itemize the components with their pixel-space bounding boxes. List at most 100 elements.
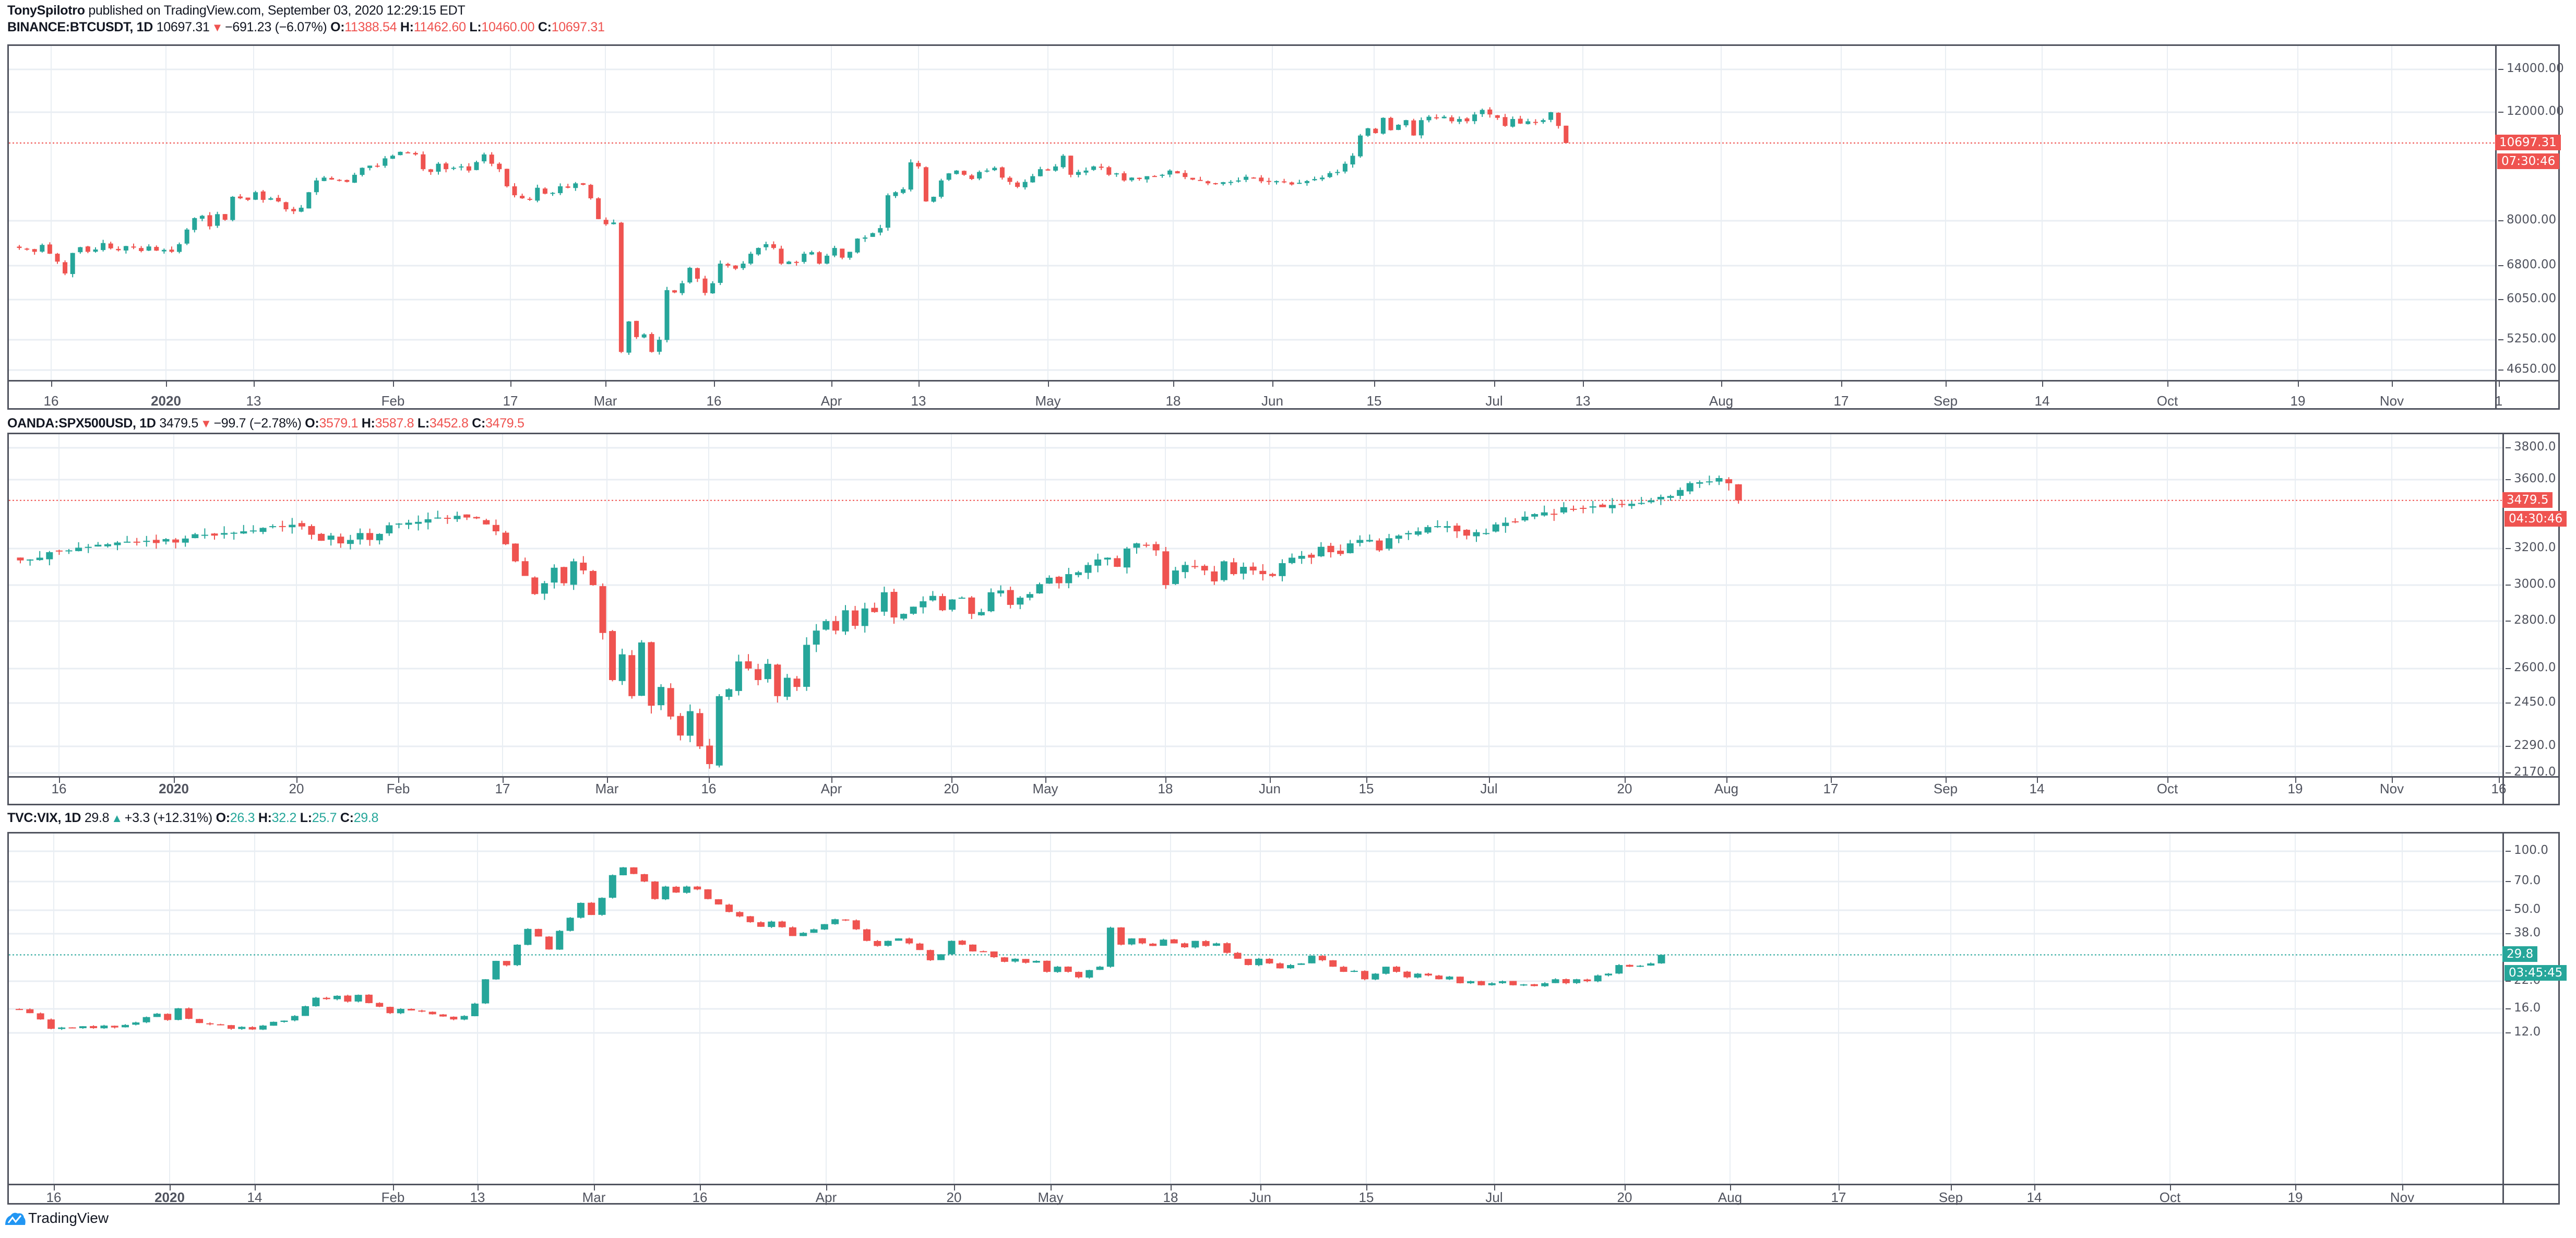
price-axis-label: 12.0 [2505, 1025, 2541, 1039]
time-axis-label: Jul [1485, 1189, 1503, 1205]
time-axis-label: May [1035, 393, 1061, 409]
time-axis-tick [1721, 382, 1722, 387]
time-axis-label: 19 [2287, 781, 2303, 796]
time-axis-label: Sep [1938, 1189, 1963, 1205]
time-axis-label: 15 [1366, 393, 1382, 409]
time-axis-label: 20 [946, 1189, 962, 1205]
low-value: 3452.8 [429, 416, 469, 431]
time-axis-label: 20 [1617, 1189, 1632, 1205]
time-axis-tick [1494, 382, 1495, 387]
price-axis-label: 3200.0 [2505, 541, 2556, 554]
price-axis-label: 6050.00 [2498, 292, 2557, 305]
time-axis-tick [709, 778, 710, 783]
vix-chart-pane[interactable]: 100.070.050.038.022.016.012.016202014Feb… [7, 832, 2567, 1206]
time-axis-tick [1165, 778, 1166, 783]
time-axis-label: 14 [2029, 781, 2045, 796]
time-axis-tick [1730, 1185, 1731, 1191]
time-axis-tick [831, 382, 832, 387]
time-axis-tick [59, 778, 60, 783]
time-axis-label: 18 [1158, 781, 1173, 796]
price-axis-label: 12000.00 [2498, 104, 2564, 118]
time-axis-tick [594, 1185, 595, 1191]
tradingview-logo-text: TradingView [28, 1210, 109, 1226]
open-value: 11388.54 [344, 20, 397, 34]
time-axis-tick [831, 778, 832, 783]
time-axis-tick [1171, 1185, 1172, 1191]
price-axis-label: 16.0 [2505, 1001, 2541, 1015]
last-price: 3479.5 [159, 416, 198, 431]
last-price: 10697.31 [156, 20, 210, 34]
time-axis-label: 17 [495, 781, 510, 796]
time-axis-tick [393, 1185, 394, 1191]
author-name[interactable]: TonySpilotro [7, 3, 85, 18]
price-axis-label: 50.0 [2505, 902, 2541, 916]
last-price-tag: 3479.5 [2502, 492, 2553, 508]
price-axis-label: 2450.0 [2505, 695, 2556, 709]
bar-countdown-tag: 03:45:45 [2505, 965, 2567, 981]
price-change: +3.3 (+12.31%) [124, 811, 212, 825]
symbol-label[interactable]: OANDA:SPX500USD, 1D [7, 416, 156, 431]
low-value: 10460.00 [481, 20, 535, 34]
symbol-label[interactable]: TVC:VIX, 1D [7, 811, 81, 825]
time-axis-tick [1841, 382, 1842, 387]
time-axis-tick [2167, 778, 2168, 783]
price-axis-label: 6800.00 [2498, 258, 2557, 271]
time-axis-label: 16 [46, 1189, 62, 1205]
tradingview-logo[interactable]: TradingView [4, 1210, 109, 1227]
candlestick-plot[interactable] [9, 434, 2561, 807]
time-axis-label: Nov [2379, 393, 2404, 409]
symbol-label[interactable]: BINANCE:BTCUSDT, 1D [7, 20, 153, 34]
candlestick-plot[interactable] [9, 46, 2561, 411]
time-axis-label: Apr [820, 781, 842, 796]
time-axis-tick [1831, 778, 1832, 783]
time-axis-label: 16 [692, 1189, 708, 1205]
price-axis-label: 3600.0 [2505, 472, 2556, 485]
time-axis-label: Apr [820, 393, 842, 409]
time-axis-tick [1051, 1185, 1052, 1191]
time-axis-label: 14 [2026, 1189, 2042, 1205]
price-change: −691.23 (−6.07%) [225, 20, 327, 34]
time-axis-label: Mar [595, 781, 619, 796]
time-axis-label: Feb [386, 781, 410, 796]
price-axis-label: 3000.0 [2505, 577, 2556, 591]
time-axis-label: 19 [2287, 1189, 2303, 1205]
time-axis-label: 15 [1358, 781, 1374, 796]
time-axis-tick [1270, 778, 1271, 783]
published-text: published on TradingView.com, September … [85, 3, 466, 18]
close-value: 10697.31 [551, 20, 605, 34]
candlestick-plot[interactable] [9, 834, 2561, 1206]
time-axis-label: 19 [2290, 393, 2306, 409]
time-axis-tick [2295, 1185, 2296, 1191]
time-axis-label: Jun [1261, 393, 1283, 409]
time-axis-tick [951, 778, 952, 783]
time-axis-label: 14 [247, 1189, 263, 1205]
time-axis-tick [2042, 382, 2043, 387]
time-axis-tick [2499, 382, 2500, 387]
down-arrow-icon: ▼ [200, 417, 212, 430]
time-axis-label: 18 [1163, 1189, 1178, 1205]
time-axis-tick [1583, 382, 1584, 387]
time-axis-label: 16 [43, 393, 59, 409]
price-change: −99.7 (−2.78%) [213, 416, 302, 431]
time-axis-tick [919, 382, 920, 387]
time-axis-label: Nov [2379, 781, 2404, 796]
time-axis-label: Apr [815, 1189, 837, 1205]
btc-chart-pane[interactable]: 14000.00 12000.00 8000.00 6800.00 6050.00 525… [7, 44, 2564, 411]
time-axis-label: Aug [1718, 1189, 1743, 1205]
time-axis-label: 16 [51, 781, 67, 796]
price-axis-label: 3800.0 [2505, 440, 2556, 454]
time-axis-tick [478, 1185, 479, 1191]
time-axis-tick [254, 382, 255, 387]
vix-legend: TVC:VIX, 1D 29.8 ▲ +3.3 (+12.31%) O:26.3 H… [7, 811, 379, 825]
time-axis-label: Aug [1714, 781, 1739, 796]
time-axis-tick [510, 382, 511, 387]
high-value: 3587.8 [375, 416, 414, 431]
time-axis-label: Jun [1259, 781, 1281, 796]
time-axis-label: Oct [2159, 1189, 2181, 1205]
time-axis-tick [2298, 382, 2299, 387]
spx-chart-pane[interactable]: 3800.0 3600.0 3200.0 3000.0 2800.0 2600.0 2450… [7, 433, 2567, 807]
time-axis-tick [174, 778, 175, 783]
time-axis-tick [1272, 382, 1273, 387]
open-value: 26.3 [230, 811, 255, 825]
time-axis-tick [700, 1185, 701, 1191]
